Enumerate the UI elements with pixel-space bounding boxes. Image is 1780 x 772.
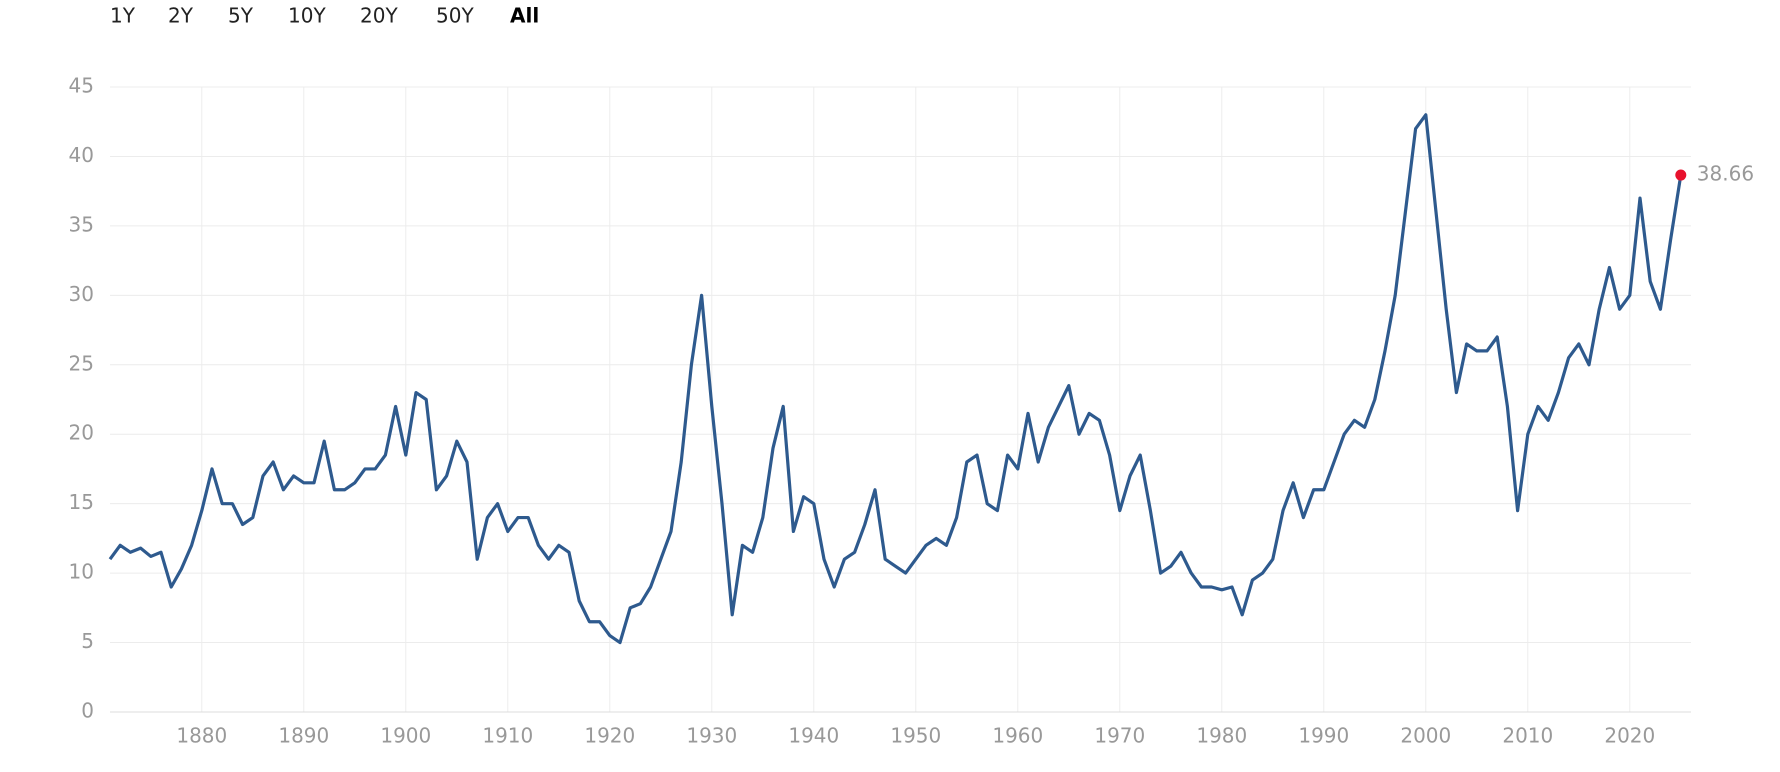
line-series	[108, 113, 1683, 645]
x-tick-label: 1880	[176, 724, 227, 748]
x-tick-label: 2000	[1400, 724, 1451, 748]
y-tick-label: 30	[69, 282, 94, 306]
range-button[interactable]: 5Y	[228, 4, 254, 28]
x-tick-label: 1900	[380, 724, 431, 748]
y-tick-label: 10	[69, 560, 94, 584]
x-tick-label: 1930	[686, 724, 737, 748]
y-tick-label: 45	[69, 74, 94, 98]
y-tick-label: 35	[69, 212, 94, 236]
range-button[interactable]: 20Y	[360, 4, 398, 28]
range-button[interactable]: All	[510, 4, 539, 28]
range-button[interactable]: 2Y	[168, 4, 194, 28]
x-tick-label: 1890	[278, 724, 329, 748]
x-tick-label: 1990	[1298, 724, 1349, 748]
x-tick-label: 1920	[584, 724, 635, 748]
y-tick-label: 0	[81, 699, 94, 723]
y-tick-label: 25	[69, 351, 94, 375]
y-tick-label: 5	[81, 629, 94, 653]
last-value-label: 38.66	[1697, 162, 1754, 186]
x-tick-label: 1970	[1094, 724, 1145, 748]
y-tick-label: 40	[69, 143, 94, 167]
x-tick-label: 1980	[1196, 724, 1247, 748]
range-button[interactable]: 1Y	[110, 4, 136, 28]
x-tick-label: 2010	[1502, 724, 1553, 748]
y-tick-label: 15	[69, 490, 94, 514]
y-tick-label: 20	[69, 421, 94, 445]
range-button[interactable]: 10Y	[288, 4, 326, 28]
x-tick-label: 1950	[890, 724, 941, 748]
last-point	[1675, 169, 1687, 181]
x-tick-label: 2020	[1604, 724, 1655, 748]
x-tick-label: 1960	[992, 724, 1043, 748]
x-tick-label: 1910	[482, 724, 533, 748]
range-button[interactable]: 50Y	[436, 4, 474, 28]
x-tick-label: 1940	[788, 724, 839, 748]
